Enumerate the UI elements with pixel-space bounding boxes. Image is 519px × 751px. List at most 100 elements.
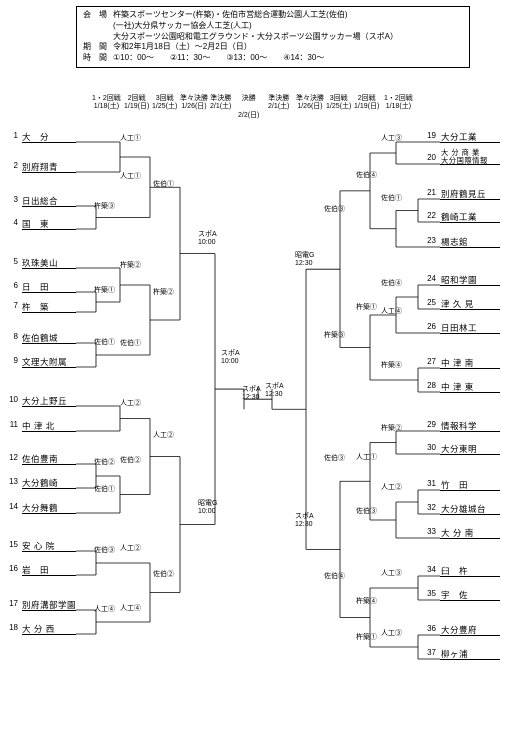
match-label-13: 人工② [153, 432, 174, 440]
page: 会 場 杵築スポーツセンター(杵築)・佐伯市営総合運動公園人工芝(佐伯) (一社… [0, 0, 519, 751]
match-label-31: 杵築③ [324, 332, 345, 340]
match-label-3: 佐伯① [153, 181, 174, 189]
match-label-10: スポA 10:00 [221, 350, 240, 365]
round-header-left-0: 1・2回戦 1/18(土) [92, 95, 121, 112]
match-label-30: 人工④ [381, 308, 402, 316]
team-num-right-29: 29 [424, 420, 436, 429]
team-num-left-5: 5 [6, 257, 18, 266]
match-label-17: 昭電G 10:00 [198, 500, 217, 515]
match-label-37: 人工② [381, 484, 402, 492]
team-num-left-2: 2 [6, 161, 18, 170]
match-label-15: 佐伯② [94, 459, 115, 467]
round-header-right-1: 準々決勝 1/26(日) [296, 95, 324, 112]
match-label-4: スポA 10:00 [198, 231, 217, 246]
match-label-18: 人工② [120, 545, 141, 553]
team-num-left-18: 18 [6, 623, 18, 632]
team-underline-right-20 [440, 164, 500, 165]
match-label-33: スポA 12:30 [265, 383, 284, 398]
match-label-20: 佐伯② [153, 571, 174, 579]
team-underline-right-27 [440, 368, 500, 369]
team-underline-right-37 [440, 659, 500, 660]
team-num-left-7: 7 [6, 301, 18, 310]
team-underline-left-7 [22, 312, 76, 313]
match-label-5: 杵築② [120, 262, 141, 270]
match-label-40: 人工③ [381, 570, 402, 578]
match-label-11: スポA 12:30 [242, 386, 261, 401]
match-label-0: 人工① [120, 135, 141, 143]
team-underline-left-16 [22, 575, 76, 576]
match-label-38: 佐伯③ [356, 508, 377, 516]
bracket-lines [0, 0, 519, 751]
team-underline-left-15 [22, 551, 76, 552]
team-num-right-28: 28 [424, 381, 436, 390]
team-underline-right-23 [440, 247, 500, 248]
team-num-right-32: 32 [424, 503, 436, 512]
team-num-right-34: 34 [424, 565, 436, 574]
match-label-7: 杵築② [153, 289, 174, 297]
team-num-right-33: 33 [424, 527, 436, 536]
team-underline-left-10 [22, 406, 76, 407]
period-label: 期 間 [83, 42, 113, 53]
team-underline-right-22 [440, 222, 500, 223]
match-label-1: 人工① [120, 173, 141, 181]
team-num-right-24: 24 [424, 274, 436, 283]
team-num-left-8: 8 [6, 332, 18, 341]
team-num-right-36: 36 [424, 624, 436, 633]
round-header-right-4: 1・2回戦 1/18(土) [384, 95, 413, 112]
time-label: 時 間 [83, 53, 113, 64]
team-num-left-13: 13 [6, 477, 18, 486]
match-label-43: 人工③ [381, 630, 402, 638]
team-underline-right-36 [440, 635, 500, 636]
match-label-32: 杵築④ [381, 362, 402, 370]
team-underline-right-31 [440, 490, 500, 491]
team-num-right-27: 27 [424, 357, 436, 366]
round-header-right-3: 2回戦 1/19(日) [354, 95, 379, 112]
team-num-left-4: 4 [6, 218, 18, 227]
team-underline-right-26 [440, 333, 500, 334]
match-label-14: 佐伯② [120, 457, 141, 465]
team-num-right-30: 30 [424, 443, 436, 452]
team-underline-right-24 [440, 285, 500, 286]
match-label-34: 杵築② [381, 425, 402, 433]
team-underline-right-28 [440, 392, 500, 393]
time-text: ①10：00～ ②11：30～ ③13：00～ ④14：30～ [113, 53, 324, 64]
team-num-left-15: 15 [6, 540, 18, 549]
match-label-29: 杵築① [356, 304, 377, 312]
match-label-26: 佐伯③ [324, 206, 345, 214]
team-underline-left-1 [22, 142, 76, 143]
round-header-right-0: 準決勝 2/1(土) [268, 95, 289, 112]
team-num-left-17: 17 [6, 599, 18, 608]
match-label-22: 人工④ [94, 606, 115, 614]
team-num-left-3: 3 [6, 195, 18, 204]
match-label-25: 佐伯① [381, 195, 402, 203]
team-num-left-10: 10 [6, 395, 18, 404]
match-label-21: 人工④ [120, 605, 141, 613]
team-underline-right-35 [440, 600, 500, 601]
match-label-24: 佐伯④ [356, 172, 377, 180]
team-underline-left-18 [22, 634, 76, 635]
round-header-left-4: 準決勝 2/1(土) [210, 95, 231, 112]
match-label-8: 佐伯① [120, 340, 141, 348]
team-underline-left-3 [22, 206, 76, 207]
team-num-left-14: 14 [6, 502, 18, 511]
match-label-39: スポA 12:30 [295, 513, 314, 528]
team-underline-right-25 [440, 309, 500, 310]
team-underline-right-32 [440, 514, 500, 515]
team-num-right-35: 35 [424, 589, 436, 598]
team-underline-left-2 [22, 172, 76, 173]
team-underline-left-6 [22, 292, 76, 293]
team-num-right-37: 37 [424, 648, 436, 657]
match-label-9: 佐伯① [94, 339, 115, 347]
team-num-left-16: 16 [6, 564, 18, 573]
info-box: 会 場 杵築スポーツセンター(杵築)・佐伯市営総合運動公園人工芝(佐伯) (一社… [76, 6, 470, 68]
round-header-right-2: 3回戦 1/25(土) [326, 95, 351, 112]
team-underline-right-34 [440, 576, 500, 577]
match-label-6: 杵築① [94, 287, 115, 295]
team-num-left-11: 11 [6, 420, 18, 429]
team-num-left-6: 6 [6, 281, 18, 290]
team-underline-left-4 [22, 229, 76, 230]
team-num-right-20: 20 [424, 153, 436, 162]
venue-line-1: 杵築スポーツセンター(杵築)・佐伯市営総合運動公園人工芝(佐伯) [113, 10, 348, 21]
venue-line-3: 大分スポーツ公園昭和電工グラウンド・大分スポーツ公園サッカー場（スポA） [113, 32, 398, 43]
match-label-2: 杵築③ [94, 203, 115, 211]
